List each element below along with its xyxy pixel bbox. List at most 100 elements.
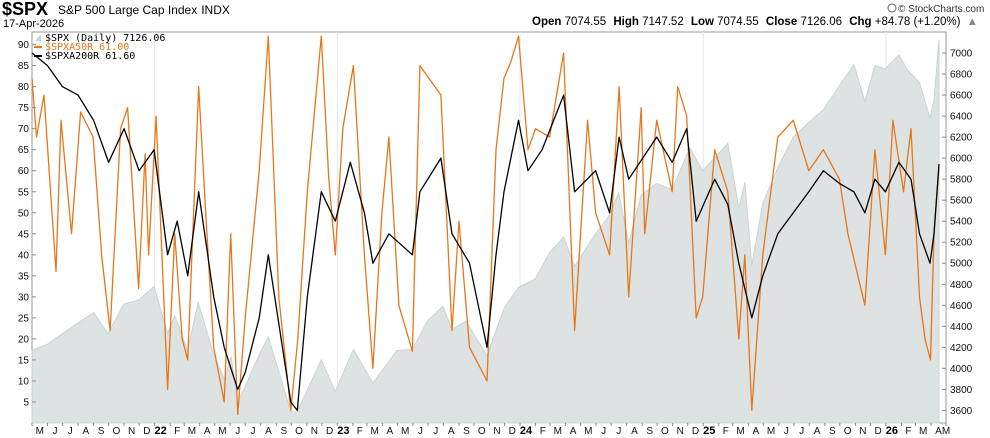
x-month-label: D [143,426,150,437]
chart-date: 17-Apr-2026 [3,18,64,30]
x-month-label: M [942,426,950,437]
series-a200-line [31,52,940,412]
right-tick-label: 5000 [950,259,973,270]
x-month-label: A [752,426,759,437]
spx-area-layer [31,39,940,424]
x-year-label: 25 [703,425,715,437]
right-tick-label: 3600 [950,406,973,417]
x-month-label: F [540,426,546,437]
x-month-label: D [692,426,699,437]
left-tick-label: 5 [23,397,29,408]
x-month-label: A [448,426,455,437]
left-tick-label: 15 [18,355,30,366]
left-tick-label: 50 [18,208,30,219]
left-tick-label: 45 [18,229,30,240]
open-value: 7074.55 [565,16,607,28]
x-month-label: A [814,426,821,437]
open-label: Open [532,16,561,28]
brand-text: © StockCharts.com [898,4,984,15]
x-month-label: M [370,426,378,437]
x-month-label: F [723,426,729,437]
x-month-label: M [36,426,44,437]
chart-index-name: S&P 500 Large Cap Index INDX [58,3,230,17]
left-tick-label: 85 [18,61,30,72]
x-month-label: O [844,426,852,437]
index-exchange: INDX [201,3,230,17]
x-month-label: J [235,426,240,437]
legend-label-a50: $SPXA50R 61.00 [45,42,129,53]
x-axis: M J J A S O N D 22 F M A M J J A S O N D 23 F M A M J J A S O N D 24 F M A M… [31,423,950,437]
low-value: 7074.55 [717,16,759,28]
x-month-label: A [204,426,211,437]
x-month-label: M [401,426,409,437]
left-tick-label: 70 [18,124,30,135]
left-tick-label: 80 [18,82,30,93]
left-tick-label: 90 [18,40,30,51]
x-month-label: N [128,426,135,437]
stockcharts-brand: © StockCharts.com [887,3,984,15]
right-tick-label: 6400 [950,112,973,123]
legend-swatch-spx [35,34,41,41]
x-month-label: M [218,426,226,437]
series-a50-line [31,35,940,416]
right-tick-label: 7000 [950,49,973,60]
legend-label-spx: $SPX (Daily) 7126.06 [45,33,165,44]
x-month-label: M [919,426,927,437]
legend-label-a200: $SPXA200R 61.60 [45,51,135,62]
chg-arrow-icon: ▲ [967,16,978,28]
x-month-label: M [767,426,775,437]
left-axis: 5 10 15 20 25 30 35 40 45 50 55 60 65 70 75 80 85 90 [18,40,36,408]
right-tick-label: 3800 [950,385,973,396]
left-tick-label: 25 [18,313,30,324]
right-tick-label: 4800 [950,280,973,291]
left-tick-label: 30 [18,292,30,303]
chart-symbol: $SPX [2,0,48,19]
x-month-label: N [311,426,318,437]
x-month-label: A [631,426,638,437]
x-month-label: O [112,426,120,437]
left-tick-label: 60 [18,166,30,177]
legend: $SPX (Daily) 7126.06 $SPXA50R 61.00 $SPX… [34,33,165,62]
right-tick-label: 5800 [950,175,973,186]
x-month-label: O [661,426,669,437]
chg-value: +84.78 (+1.20%) [875,16,961,28]
breadth-lines-layer [31,35,940,416]
x-month-label: M [736,426,744,437]
x-month-label: A [387,426,394,437]
x-month-label: S [463,426,470,437]
x-year-label: 23 [337,425,349,437]
left-tick-label: 20 [18,334,30,345]
x-month-label: S [646,426,653,437]
right-axis: 3600 3800 4000 4200 4400 4600 4800 5000 5200 5400… [942,49,973,417]
x-year-label: 24 [520,425,533,437]
x-month-label: J [68,426,73,437]
x-year-label: 26 [886,425,898,437]
x-month-label: D [326,426,333,437]
x-month-label: S [98,426,105,437]
x-month-label: F [905,426,911,437]
brand-logo-icon [887,3,897,13]
right-tick-label: 6000 [950,154,973,165]
x-year-label: 22 [155,425,167,437]
series-spx-area [31,39,940,424]
right-tick-label: 4600 [950,301,973,312]
x-month-label: M [188,426,196,437]
x-month-label: F [357,426,363,437]
close-label: Close [766,16,797,28]
right-tick-label: 5200 [950,238,973,249]
x-month-label: O [295,426,303,437]
chg-label: Chg [849,16,871,28]
x-month-label: J [418,426,423,437]
x-month-label: N [677,426,684,437]
right-tick-label: 5600 [950,196,973,207]
x-month-label: J [250,426,255,437]
left-tick-label: 40 [18,250,30,261]
left-tick-label: 65 [18,145,30,156]
right-tick-label: 6200 [950,133,973,144]
left-tick-label: 35 [18,271,30,282]
x-month-label: N [859,426,866,437]
x-month-label: J [799,426,804,437]
right-tick-label: 6800 [950,70,973,81]
high-value: 7147.52 [642,16,684,28]
high-label: High [613,16,639,28]
